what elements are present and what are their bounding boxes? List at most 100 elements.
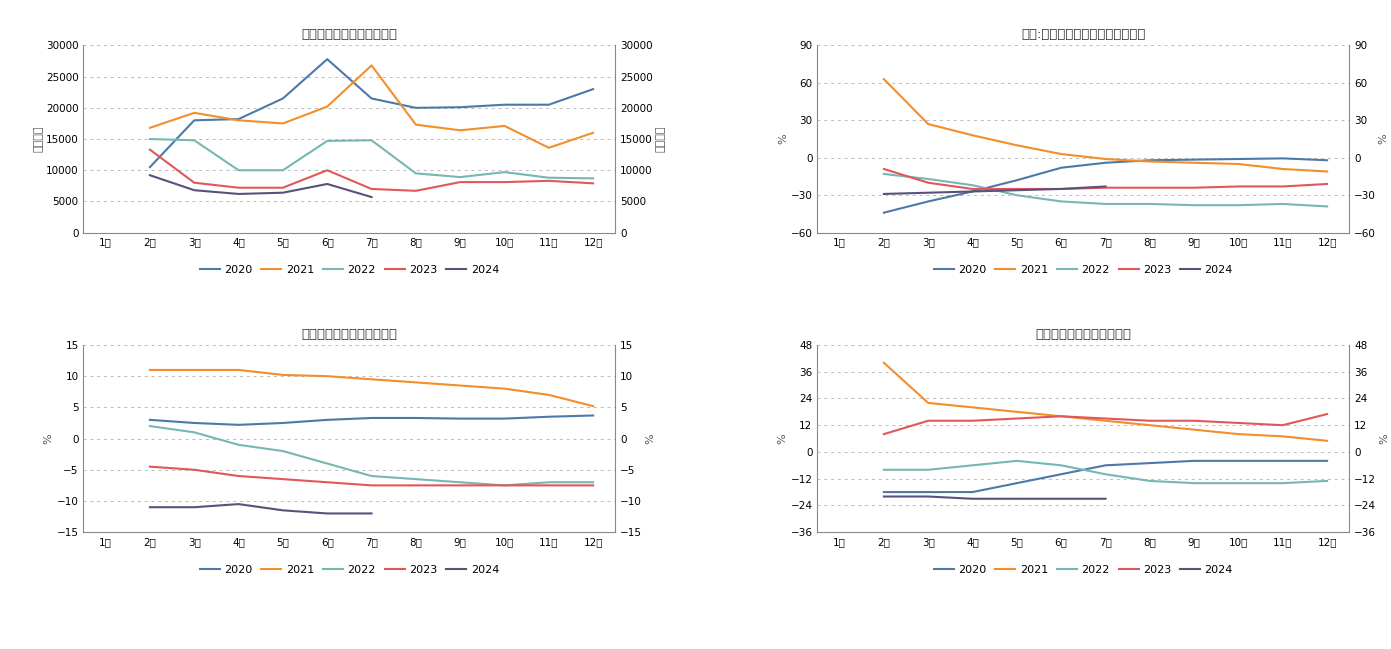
2022 <box>964 181 981 189</box>
2024 <box>142 504 159 511</box>
2024 <box>875 493 892 500</box>
Line: 2022: 2022 <box>883 174 1327 206</box>
2023 <box>875 165 892 173</box>
2023 <box>964 185 981 193</box>
2024 <box>1008 495 1025 502</box>
2020 <box>142 163 159 171</box>
2020 <box>186 116 203 124</box>
2024 <box>964 495 981 502</box>
2020 <box>1142 156 1159 164</box>
2021 <box>1053 150 1070 158</box>
Y-axis label: 万平方米: 万平方米 <box>33 126 43 153</box>
2020 <box>452 103 469 111</box>
Line: 2024: 2024 <box>150 175 371 197</box>
2023 <box>584 482 601 489</box>
2022 <box>186 136 203 144</box>
2020 <box>363 414 380 422</box>
2023 <box>363 482 380 489</box>
2021 <box>186 109 203 117</box>
2021 <box>541 144 558 152</box>
2020 <box>1008 479 1025 487</box>
2022 <box>231 441 248 448</box>
2020 <box>319 416 335 424</box>
2020 <box>452 415 469 422</box>
2021 <box>919 399 936 407</box>
2022 <box>142 422 159 430</box>
2020 <box>1008 177 1025 184</box>
2022 <box>274 447 291 455</box>
2020 <box>1185 457 1202 465</box>
2023 <box>186 466 203 474</box>
2024 <box>875 190 892 198</box>
2020 <box>363 95 380 103</box>
Line: 2021: 2021 <box>883 79 1327 171</box>
Line: 2021: 2021 <box>150 370 593 406</box>
2022 <box>1142 200 1159 208</box>
2020 <box>142 416 159 424</box>
2023 <box>142 146 159 154</box>
2021 <box>1185 426 1202 434</box>
2022 <box>142 135 159 143</box>
2022 <box>964 461 981 469</box>
2024 <box>186 186 203 194</box>
2022 <box>274 166 291 174</box>
2024 <box>186 504 203 511</box>
2024 <box>231 190 248 198</box>
2023 <box>1274 182 1291 190</box>
Y-axis label: %: % <box>645 434 655 444</box>
2023 <box>497 482 513 489</box>
Line: 2023: 2023 <box>883 169 1327 189</box>
2020 <box>1274 154 1291 162</box>
2020 <box>919 488 936 496</box>
2023 <box>408 187 424 195</box>
2022 <box>231 166 248 174</box>
2022 <box>1097 200 1114 208</box>
2021 <box>1274 432 1291 440</box>
2020 <box>964 188 981 195</box>
2020 <box>1319 457 1335 465</box>
2021 <box>1142 158 1159 165</box>
2020 <box>541 413 558 421</box>
2022 <box>186 428 203 436</box>
2022 <box>1274 200 1291 208</box>
2020 <box>1319 156 1335 164</box>
Line: 2023: 2023 <box>150 150 593 191</box>
2022 <box>1185 479 1202 487</box>
2023 <box>964 417 981 424</box>
2023 <box>919 417 936 424</box>
2023 <box>186 179 203 187</box>
2020 <box>497 101 513 108</box>
Title: 房屋竣工面积（累计同比）: 房屋竣工面积（累计同比） <box>1035 328 1131 341</box>
2024 <box>274 189 291 197</box>
2021 <box>363 375 380 383</box>
2021 <box>1230 160 1246 168</box>
2021 <box>186 366 203 374</box>
2021 <box>875 75 892 83</box>
2021 <box>274 371 291 379</box>
2020 <box>584 85 601 93</box>
2020 <box>274 419 291 427</box>
2020 <box>497 415 513 422</box>
2022 <box>497 482 513 489</box>
2022 <box>452 478 469 486</box>
Line: 2022: 2022 <box>150 139 593 178</box>
2022 <box>1185 201 1202 209</box>
2021 <box>964 404 981 411</box>
2021 <box>1319 437 1335 445</box>
2020 <box>1274 457 1291 465</box>
2021 <box>408 378 424 386</box>
2022 <box>319 459 335 467</box>
2024 <box>1053 495 1070 502</box>
2023 <box>452 482 469 489</box>
2020 <box>231 421 248 429</box>
2022 <box>497 168 513 176</box>
2021 <box>584 129 601 137</box>
2021 <box>497 122 513 130</box>
2021 <box>319 373 335 380</box>
Line: 2022: 2022 <box>150 426 593 485</box>
Title: 房屋施工面积（累计同比）: 房屋施工面积（累计同比） <box>302 328 398 341</box>
2023 <box>1185 184 1202 191</box>
2023 <box>274 475 291 483</box>
2023 <box>408 482 424 489</box>
2022 <box>1274 479 1291 487</box>
